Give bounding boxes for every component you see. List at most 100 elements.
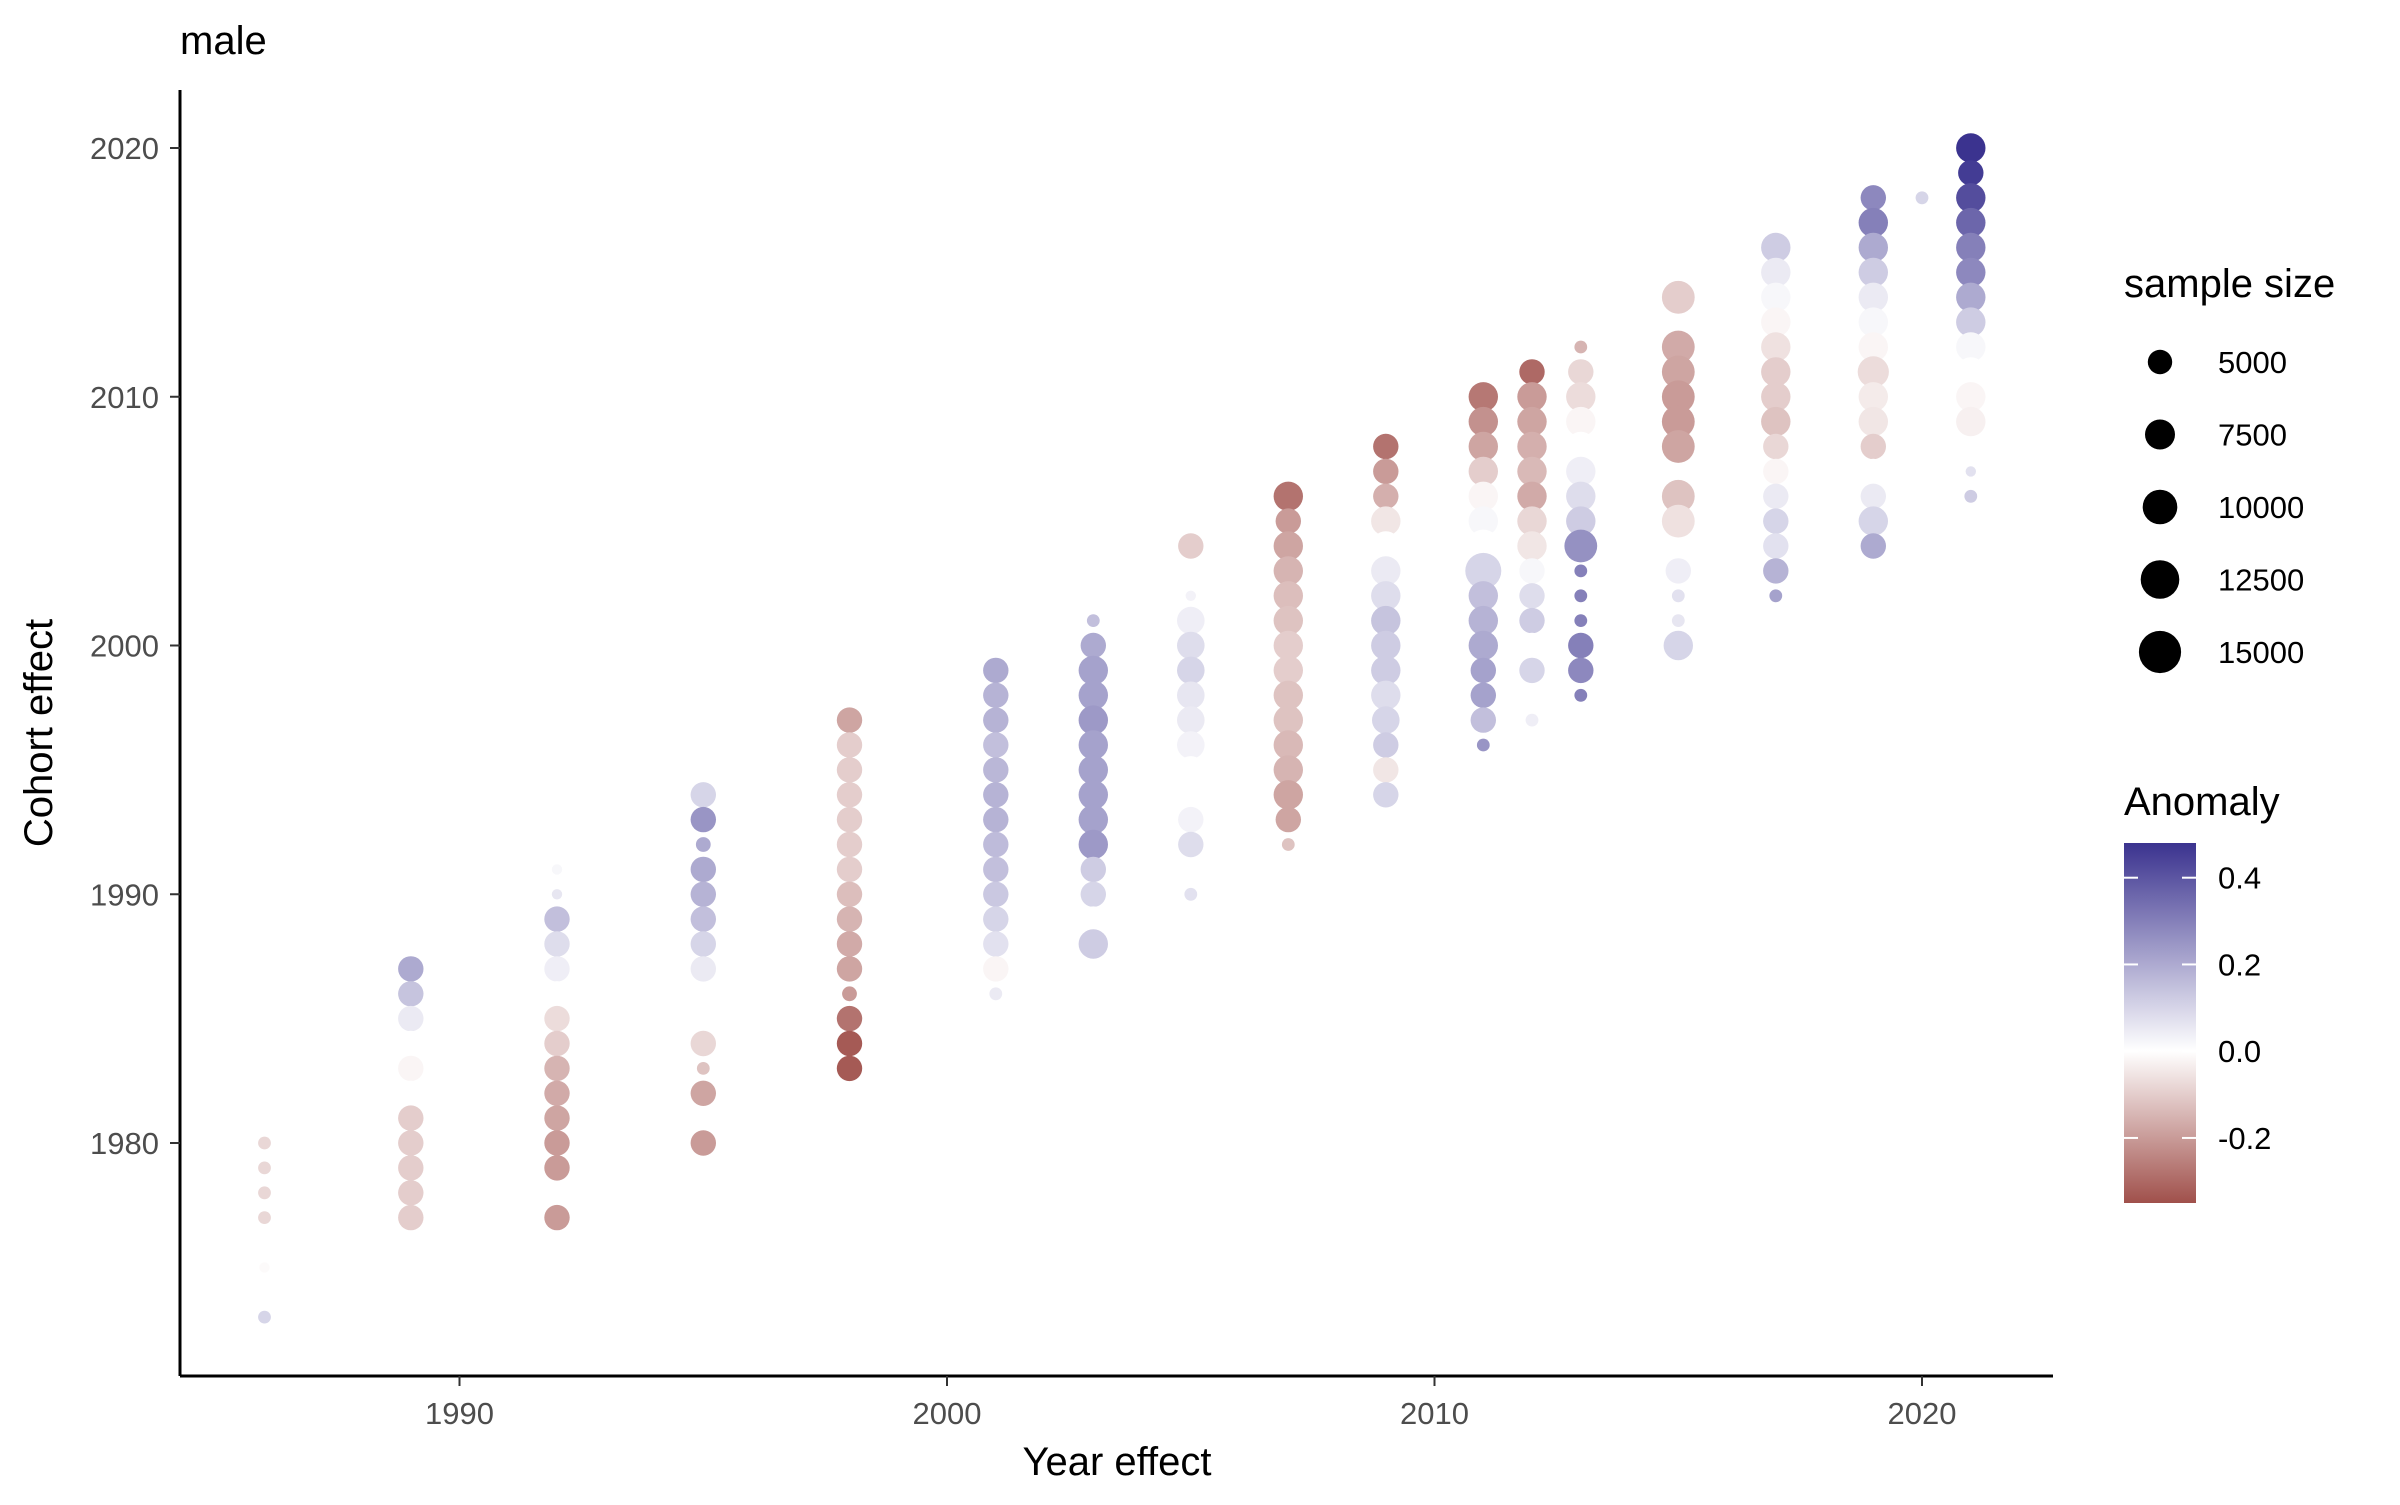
data-point <box>1761 382 1791 412</box>
data-point <box>1177 656 1205 685</box>
data-point <box>1273 556 1304 586</box>
data-point <box>1525 713 1539 727</box>
data-point <box>1574 340 1588 354</box>
data-point <box>1371 531 1401 561</box>
data-point <box>1184 887 1198 901</box>
data-point <box>1273 780 1304 810</box>
data-point <box>1177 631 1205 660</box>
size-legend-key <box>2145 419 2175 450</box>
data-point <box>836 906 863 932</box>
data-point <box>1956 232 1986 263</box>
data-point <box>1566 456 1596 487</box>
data-point <box>1078 780 1109 810</box>
size-legend-label: 5000 <box>2218 345 2287 380</box>
data-point <box>1177 606 1205 635</box>
data-point <box>836 806 863 833</box>
data-point <box>1857 356 1889 388</box>
data-point <box>1661 380 1695 414</box>
colorbar <box>2124 843 2196 1203</box>
data-point <box>544 1080 570 1107</box>
data-point <box>1761 307 1791 337</box>
x-ticks: 1990 2000 2010 2020 <box>425 1376 1956 1431</box>
data-point <box>690 856 716 883</box>
data-point <box>1273 680 1304 710</box>
data-point <box>1517 382 1547 412</box>
data-point <box>398 1030 424 1057</box>
data-point <box>1273 581 1304 611</box>
data-point <box>690 881 716 907</box>
data-point <box>1517 431 1547 462</box>
data-point <box>1371 655 1401 686</box>
data-point <box>544 906 570 932</box>
data-point <box>1763 508 1789 534</box>
data-point <box>1078 705 1109 735</box>
data-point <box>983 782 1009 808</box>
data-point <box>1763 558 1789 584</box>
data-point <box>1858 232 1889 263</box>
data-point <box>690 782 716 808</box>
colorbar-label: -0.2 <box>2218 1121 2271 1156</box>
x-axis-title: Year effect <box>1022 1440 1211 1484</box>
data-point <box>398 1080 424 1107</box>
data-point <box>695 837 711 852</box>
data-point <box>983 906 1009 932</box>
data-point <box>1373 458 1399 485</box>
data-point <box>842 986 857 1002</box>
data-point <box>398 1155 424 1181</box>
data-point <box>1177 731 1205 759</box>
data-point <box>1956 382 1986 412</box>
data-point <box>1078 829 1109 860</box>
data-point <box>551 889 563 900</box>
data-point <box>1956 332 1986 362</box>
data-point <box>1468 581 1499 611</box>
data-point <box>1177 706 1205 734</box>
data-point <box>1275 508 1302 534</box>
data-point <box>1465 552 1502 589</box>
x-tick-label: 2020 <box>1888 1396 1957 1431</box>
x-tick-label: 2000 <box>913 1396 982 1431</box>
size-legend-label: 7500 <box>2218 418 2287 453</box>
data-point <box>1373 757 1399 783</box>
data-point <box>1524 687 1540 703</box>
data-point <box>836 757 863 783</box>
data-point <box>1470 682 1497 708</box>
data-point <box>836 1030 863 1057</box>
data-point <box>694 984 713 1003</box>
data-point <box>1466 529 1500 563</box>
data-point <box>983 856 1009 883</box>
data-point <box>1763 433 1789 460</box>
data-point <box>1371 605 1401 636</box>
data-point <box>1566 506 1596 536</box>
color-legend: Anomaly 0.4 0.2 0.0 -0.2 <box>2124 780 2280 1203</box>
data-point <box>690 806 716 833</box>
data-point <box>1517 531 1547 561</box>
data-point <box>983 831 1009 858</box>
data-point <box>1519 657 1545 684</box>
data-point <box>258 1310 271 1324</box>
x-tick-label: 1990 <box>425 1396 494 1431</box>
data-point <box>1373 732 1399 758</box>
data-point <box>983 707 1009 733</box>
data-point <box>1517 406 1547 437</box>
data-point <box>1178 533 1204 559</box>
data-point <box>1080 632 1107 659</box>
data-point <box>1371 506 1401 536</box>
y-tick-label: 1990 <box>90 877 159 912</box>
data-point <box>1078 655 1109 686</box>
data-point <box>1956 183 1986 213</box>
data-point <box>1371 581 1401 611</box>
data-point <box>1956 357 1986 387</box>
data-point <box>1178 831 1204 858</box>
data-point <box>690 1030 716 1057</box>
data-point <box>398 1105 424 1131</box>
data-point <box>551 864 563 875</box>
data-point <box>1273 755 1304 785</box>
data-point <box>1178 806 1204 833</box>
data-point <box>1080 881 1107 907</box>
data-point <box>1860 483 1887 509</box>
data-point <box>1956 257 1986 288</box>
data-point <box>836 856 863 883</box>
data-point <box>1468 456 1499 487</box>
